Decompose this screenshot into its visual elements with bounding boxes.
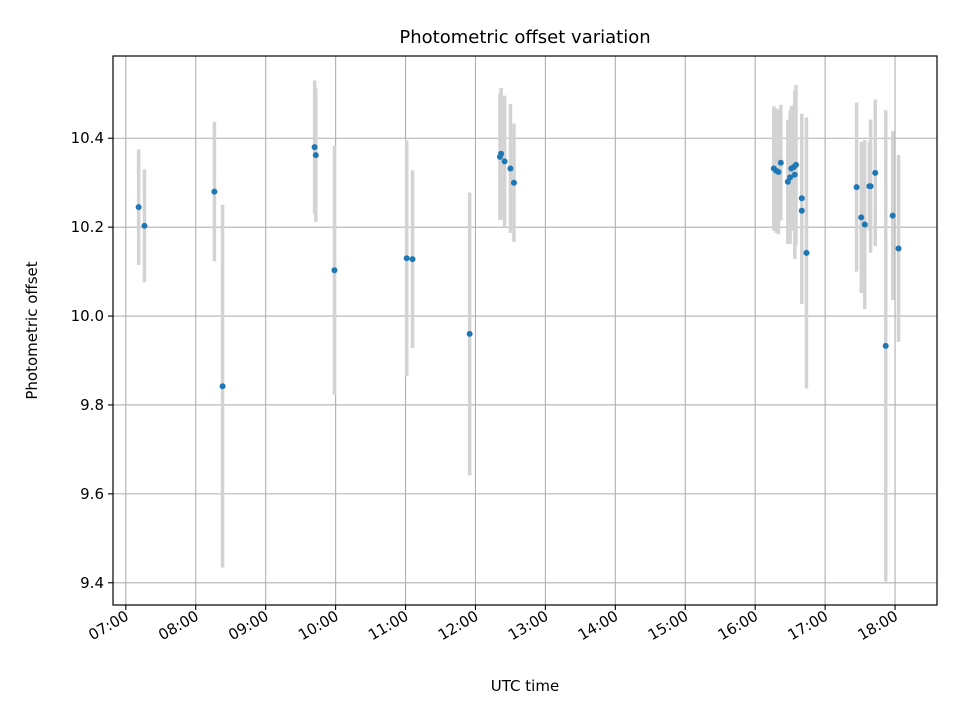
data-point — [861, 221, 868, 228]
data-point — [403, 255, 410, 262]
y-tick-label: 10.0 — [71, 307, 104, 325]
data-point — [409, 256, 416, 263]
data-point — [311, 144, 318, 151]
data-point — [501, 158, 508, 165]
data-point — [507, 165, 514, 172]
data-point — [858, 214, 865, 221]
y-axis-title: Photometric offset — [23, 261, 41, 399]
data-point — [141, 222, 148, 229]
data-point — [510, 179, 517, 186]
chart-title: Photometric offset variation — [399, 27, 650, 48]
y-axis: 9.4 9.6 9.8 10.0 10.2 10.4 — [71, 129, 113, 592]
x-axis-title: UTC time — [491, 677, 559, 695]
y-tick-label: 9.4 — [80, 574, 104, 592]
data-point — [211, 188, 218, 195]
data-point — [798, 195, 805, 202]
data-point — [803, 249, 810, 256]
data-point — [777, 159, 784, 166]
data-point — [312, 152, 319, 159]
y-tick-label: 9.8 — [80, 396, 104, 414]
data-point — [775, 169, 782, 176]
data-point — [853, 184, 860, 191]
data-points — [135, 144, 902, 390]
data-point — [135, 204, 142, 211]
y-tick-label: 10.4 — [71, 129, 104, 147]
data-point — [867, 183, 874, 190]
data-point — [872, 169, 879, 176]
data-point — [784, 178, 791, 185]
data-point — [498, 150, 505, 157]
data-point — [895, 245, 902, 252]
data-point — [882, 342, 889, 349]
y-tick-label: 9.6 — [80, 485, 104, 503]
data-point — [787, 174, 794, 181]
data-point — [219, 383, 226, 390]
data-point — [466, 330, 473, 337]
data-point — [791, 171, 798, 178]
data-point — [798, 207, 805, 214]
plot-frame — [112, 55, 938, 606]
data-point — [792, 161, 799, 168]
y-tick-label: 10.2 — [71, 218, 104, 236]
grid — [113, 56, 937, 605]
data-point — [331, 267, 338, 274]
data-point — [889, 212, 896, 219]
